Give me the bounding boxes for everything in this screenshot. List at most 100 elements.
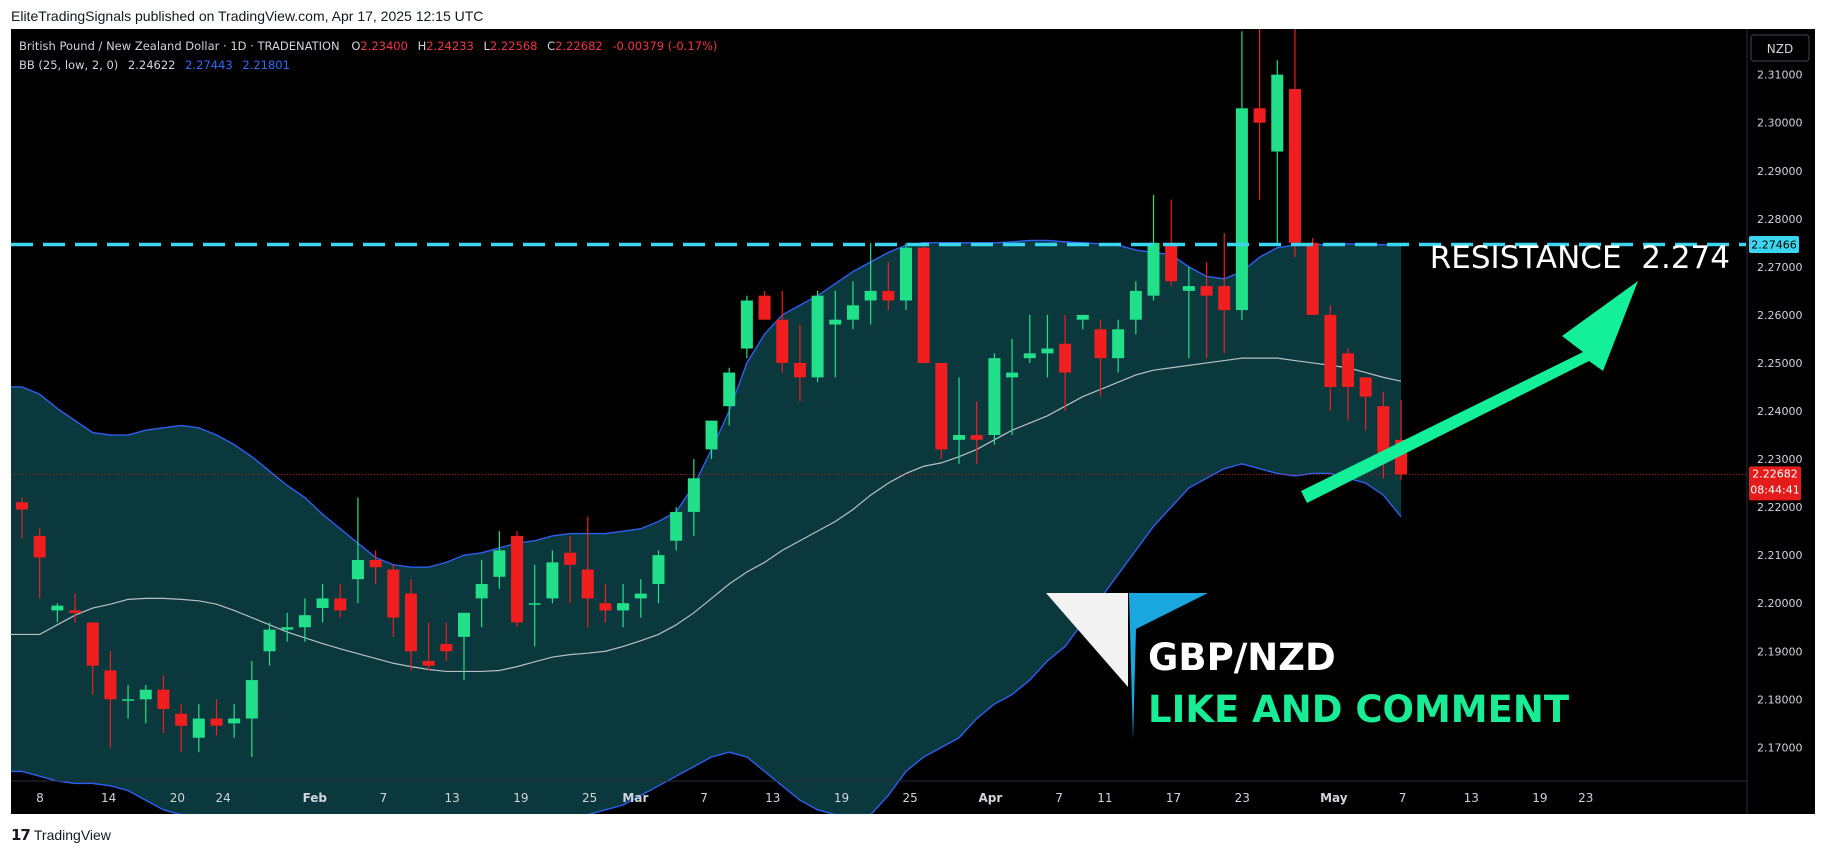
candle[interactable] (1059, 314, 1072, 412)
candle-body (1182, 286, 1195, 291)
time-axis[interactable]: 8 14 20 24 Feb 7 13 19 25 Mar 7 13 19 25 Apr 7 11 17 23 May… (36, 791, 1593, 805)
candle[interactable] (1342, 348, 1354, 421)
candle[interactable] (263, 622, 276, 666)
candle-body (122, 699, 135, 701)
candle[interactable] (1218, 233, 1231, 354)
candle[interactable] (723, 367, 736, 426)
candle[interactable] (175, 704, 188, 753)
candle[interactable] (440, 622, 453, 661)
candle[interactable] (369, 550, 382, 584)
candle[interactable] (1200, 262, 1213, 359)
candle[interactable] (1094, 319, 1107, 397)
candle-body (935, 362, 948, 450)
candle[interactable] (458, 612, 470, 681)
candle[interactable] (1288, 29, 1301, 258)
candle[interactable] (122, 684, 135, 719)
candle-body (1059, 343, 1072, 373)
candle-body (634, 593, 647, 599)
candle[interactable] (33, 528, 46, 599)
candle[interactable] (1076, 314, 1089, 330)
candle[interactable] (758, 290, 771, 320)
candle[interactable] (493, 531, 506, 589)
candle[interactable] (935, 362, 948, 460)
candle[interactable] (864, 242, 877, 325)
time-tick-label: 14 (101, 791, 116, 805)
candle[interactable] (776, 290, 789, 373)
candle[interactable] (1041, 314, 1054, 378)
candle[interactable] (511, 531, 524, 628)
candle[interactable] (811, 290, 824, 383)
candle[interactable] (475, 559, 488, 628)
candle[interactable] (705, 420, 718, 460)
candle[interactable] (652, 550, 665, 604)
candle[interactable] (404, 579, 417, 671)
candle[interactable] (104, 651, 117, 748)
candle[interactable] (228, 704, 241, 738)
candle[interactable] (546, 550, 559, 604)
candle[interactable] (882, 262, 895, 311)
candle[interactable] (1324, 305, 1337, 412)
candle[interactable] (298, 598, 311, 642)
footer[interactable]: 𝟭𝟳 TradingView (11, 826, 111, 844)
candle[interactable] (1129, 281, 1142, 335)
candle[interactable] (528, 564, 541, 647)
candle[interactable] (970, 401, 983, 464)
candle[interactable] (16, 497, 28, 539)
bb-basis-value: 2.24622 (128, 58, 176, 72)
candle[interactable] (245, 660, 258, 757)
price-axis[interactable]: 2.17000 2.18000 2.19000 2.20000 2.21000 2.220… (1757, 69, 1803, 755)
candle[interactable] (334, 583, 347, 618)
candle[interactable] (281, 612, 294, 642)
candle[interactable] (1006, 338, 1019, 436)
candle[interactable] (829, 290, 842, 378)
time-tick-label: 13 (1464, 791, 1479, 805)
candle[interactable] (1147, 194, 1160, 301)
candle[interactable] (953, 377, 966, 464)
candle[interactable] (1235, 31, 1248, 320)
candle[interactable] (740, 295, 753, 359)
candle[interactable] (564, 535, 577, 604)
candles-layer[interactable] (16, 29, 1408, 757)
candle-body (846, 305, 859, 320)
candle[interactable] (1112, 319, 1125, 373)
candle[interactable] (1271, 60, 1284, 243)
candle[interactable] (846, 281, 859, 330)
candle[interactable] (351, 497, 364, 604)
currency-badge-label: NZD (1767, 42, 1793, 56)
candle[interactable] (69, 593, 82, 623)
candle[interactable] (581, 516, 594, 628)
chart-frame[interactable]: RESISTANCE 2.274 GBP/NZD LIKE AND COMMEN… (11, 29, 1815, 814)
candle[interactable] (210, 699, 223, 736)
candle[interactable] (1182, 266, 1195, 359)
candle[interactable] (670, 507, 683, 551)
candle[interactable] (917, 242, 930, 363)
candle-body (1271, 74, 1284, 152)
candle[interactable] (687, 459, 700, 536)
svg-text:British Pound / New Zealand Do: British Pound / New Zealand Dollar · 1D … (19, 39, 717, 53)
candle[interactable] (387, 564, 400, 637)
candle[interactable] (1359, 377, 1372, 431)
candle[interactable] (599, 583, 612, 623)
candle[interactable] (86, 622, 99, 695)
candle[interactable] (316, 583, 329, 623)
candle[interactable] (192, 704, 205, 753)
candle[interactable] (1253, 29, 1266, 200)
price-tick-label: 2.28000 (1757, 213, 1803, 226)
candle[interactable] (51, 603, 64, 623)
candle[interactable] (900, 242, 912, 311)
candle[interactable] (1023, 314, 1036, 363)
up-arrow-annotation[interactable] (1301, 281, 1638, 503)
candle[interactable] (1306, 238, 1319, 315)
candle[interactable] (157, 675, 170, 733)
time-tick-label: 23 (1578, 791, 1593, 805)
candle[interactable] (617, 583, 630, 628)
candle[interactable] (988, 353, 1001, 445)
candle[interactable] (634, 579, 647, 618)
candle-body (281, 627, 294, 630)
chart-svg[interactable]: RESISTANCE 2.274 GBP/NZD LIKE AND COMMEN… (11, 29, 1815, 814)
currency-badge[interactable]: NZD (1750, 34, 1810, 62)
candle[interactable] (422, 622, 435, 671)
price-tick-label: 2.17000 (1757, 741, 1803, 754)
candle[interactable] (793, 324, 806, 402)
candle[interactable] (139, 684, 152, 724)
